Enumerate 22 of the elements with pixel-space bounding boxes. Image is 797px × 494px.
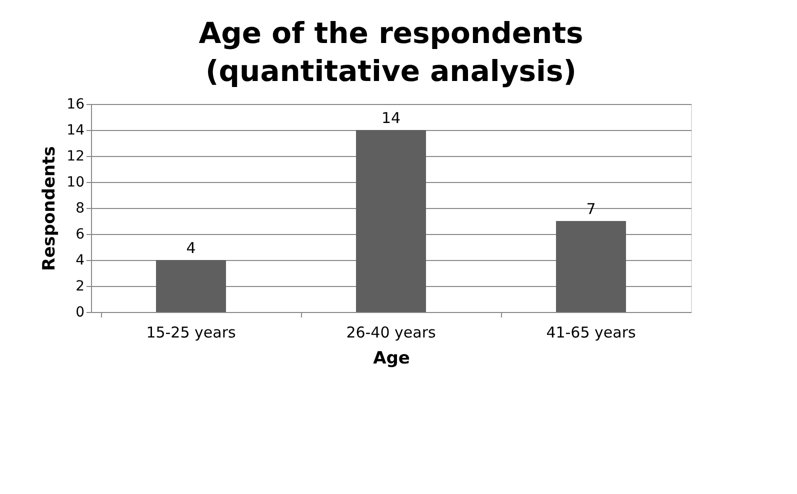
data-label: 4 <box>186 239 196 257</box>
bar <box>156 260 226 312</box>
bar <box>556 221 626 312</box>
x-tick-label: 15-25 years <box>146 324 236 342</box>
text: Age of the respondents <box>198 16 584 50</box>
y-tick-label: 16 <box>66 96 85 112</box>
y-tick-label: 0 <box>76 304 84 320</box>
y-tick-label: 6 <box>76 226 85 242</box>
y-tick-label: 14 <box>66 122 85 138</box>
y-tick-label: 8 <box>76 200 84 216</box>
data-label: 7 <box>586 200 596 218</box>
y-tick-label: 10 <box>66 174 84 190</box>
bar <box>356 130 426 312</box>
y-tick-label: 4 <box>76 252 85 268</box>
data-label: 14 <box>381 109 401 127</box>
x-axis-title: Age <box>373 348 410 368</box>
text: (quantitative analysis) <box>206 54 576 88</box>
x-tick-label: 41-65 years <box>546 324 636 342</box>
y-axis-title: Respondents <box>40 146 60 271</box>
y-tick-label: 2 <box>76 278 84 294</box>
x-tick-label: 26-40 years <box>346 324 436 342</box>
y-tick-label: 12 <box>66 148 84 164</box>
